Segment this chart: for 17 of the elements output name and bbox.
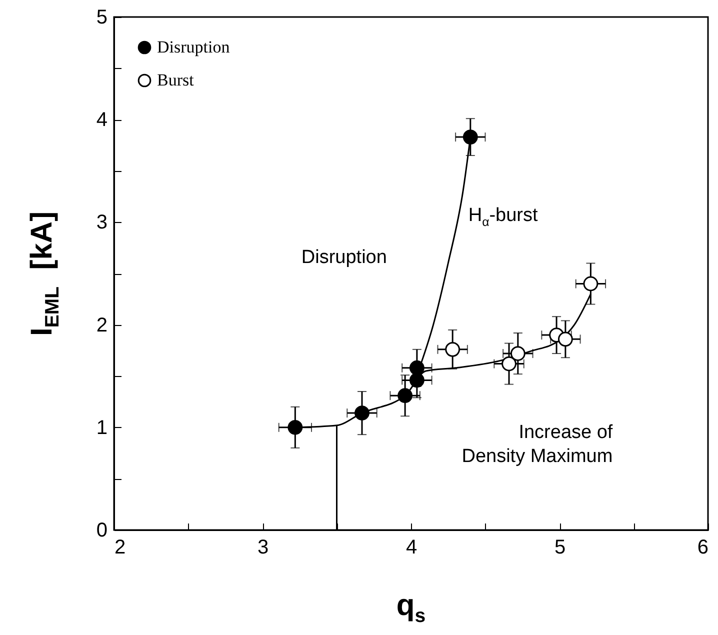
y-tick-label: 5: [96, 6, 108, 28]
y-tick-label: 2: [96, 314, 108, 336]
y-tick-label: 1: [96, 416, 108, 439]
x-tick-label: 2: [114, 536, 126, 558]
annotation: Disruption: [301, 246, 387, 270]
annotation: H$_{α}$-burst: [468, 204, 538, 230]
legend-label: Burst: [157, 70, 194, 90]
x-axis-title: q$_{s}$: [396, 588, 426, 629]
x-tick-label: 4: [406, 536, 418, 558]
x-tick-label: 5: [554, 536, 566, 558]
y-tick-label: 3: [96, 212, 108, 234]
x-tick-label: 6: [697, 536, 708, 558]
y-tick-label: 4: [96, 109, 108, 132]
x-tick-label: 3: [257, 536, 269, 558]
y-tick-label: 0: [96, 520, 108, 542]
legend-label: Disruption: [157, 38, 230, 56]
annotation: Increase of Density Maximum: [462, 421, 613, 469]
